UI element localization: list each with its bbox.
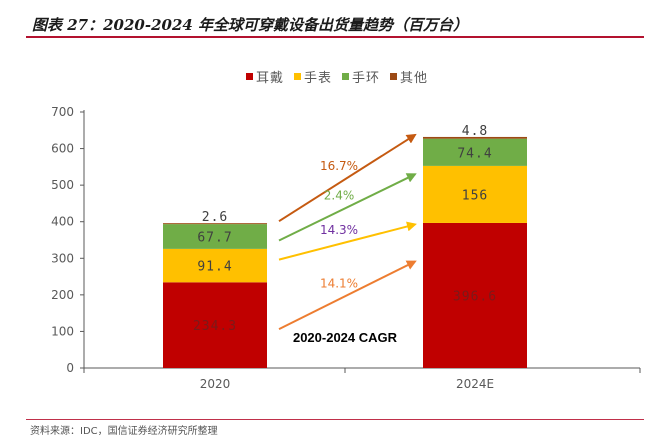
data-label: 4.8 [462,124,488,139]
legend-label: 其他 [400,71,428,86]
legend-swatch [246,73,253,80]
data-label: 234.3 [193,319,237,334]
cagr-label: 2.4% [324,188,355,202]
legend-swatch [342,73,349,80]
cagr-arrow [278,260,417,331]
legend-swatch [294,73,301,80]
legend-swatch [390,73,397,80]
x-tick-label: 2024E [456,377,494,391]
y-tick-label: 500 [51,178,74,192]
y-tick-label: 200 [51,288,74,302]
figure-title: 图表 27：2020-2024 年全球可穿戴设备出货量趋势（百万台） [32,16,469,34]
footer-divider [26,419,644,420]
y-tick-label: 700 [51,105,74,119]
cagr-title: 2020-2024 CAGR [293,330,398,345]
data-label: 74.4 [457,146,492,161]
cagr-arrow [278,221,417,261]
legend-label: 耳戴 [256,71,284,86]
y-tick-label: 600 [51,142,74,156]
x-tick-label: 2020 [200,377,231,391]
y-tick-label: 400 [51,215,74,229]
cagr-arrow [278,133,417,223]
bar-segment [423,165,527,223]
y-tick-label: 300 [51,251,74,265]
bar-segment [423,222,527,368]
cagr-label: 16.7% [320,159,358,173]
cagr-label: 14.3% [320,223,358,237]
data-label: 91.4 [197,260,232,275]
legend-label: 手环 [352,71,380,86]
figure-header: 图表 27：2020-2024 年全球可穿戴设备出货量趋势（百万台） [26,8,644,38]
y-tick-label: 100 [51,324,74,338]
bar-segment [423,136,527,139]
bar-segment [163,282,267,368]
bar-segment [163,223,267,225]
legend-label: 手表 [304,71,332,86]
data-label: 156 [462,188,488,203]
bar-segment [163,224,267,249]
cagr-arrow [278,173,417,242]
data-label: 67.7 [197,231,232,246]
bar-segment [163,248,267,283]
data-label: 2.6 [202,210,228,225]
y-tick-label: 0 [66,361,74,375]
data-label: 396.6 [453,289,497,304]
cagr-label: 14.1% [320,276,358,290]
bar-segment [423,138,527,166]
